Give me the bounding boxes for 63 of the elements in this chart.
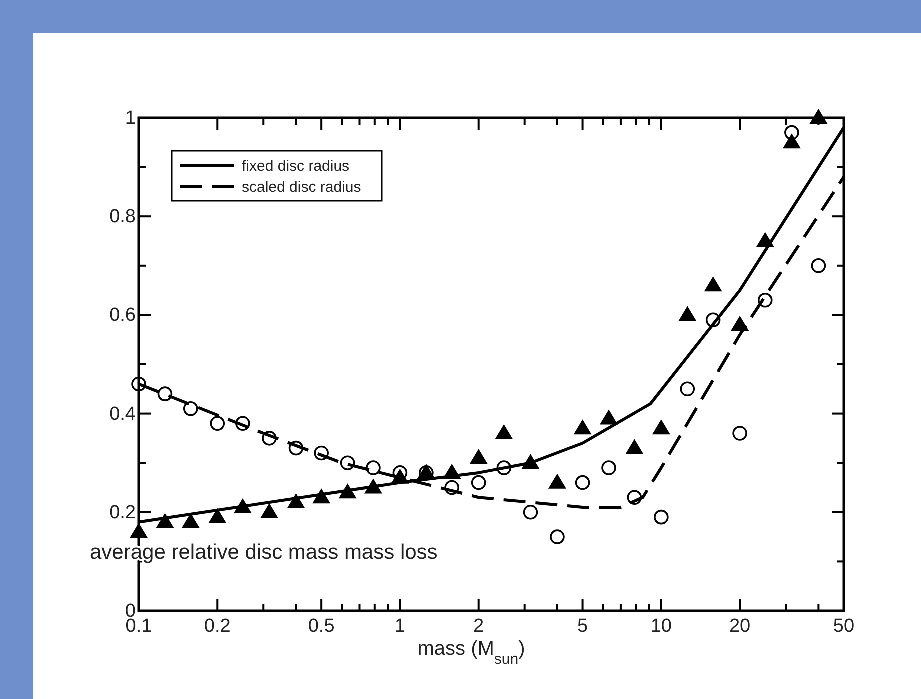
- point: [470, 449, 488, 464]
- point: [704, 276, 722, 292]
- x-tick-label: 10: [650, 616, 672, 637]
- x-tick-label: 5: [578, 616, 588, 637]
- point: [262, 431, 277, 446]
- point: [340, 456, 356, 470]
- point: [444, 480, 460, 496]
- x-tick-label: 0.2: [204, 616, 231, 637]
- point: [210, 416, 226, 432]
- legend-label: scaled disc radius: [242, 179, 362, 196]
- point: [654, 510, 669, 525]
- point: [496, 460, 512, 476]
- point: [156, 513, 174, 528]
- point: [574, 420, 592, 435]
- point: [158, 386, 173, 402]
- point: [731, 316, 750, 332]
- x-tick-label: 1: [394, 616, 406, 637]
- point: [678, 306, 697, 322]
- point: [443, 464, 462, 479]
- y-tick-label: 0.8: [110, 206, 136, 228]
- point: [495, 424, 514, 440]
- point: [236, 416, 250, 432]
- point: [602, 460, 616, 476]
- point: [234, 498, 252, 514]
- x-tick-label: 0.5: [308, 616, 335, 637]
- point: [366, 460, 381, 476]
- point: [312, 488, 331, 504]
- x-axis-title: mass (M$_{sun}$): [418, 638, 526, 668]
- point: [706, 312, 721, 328]
- point: [575, 475, 590, 490]
- point: [471, 475, 486, 490]
- point: [288, 440, 304, 456]
- x-tick-label: 50: [833, 616, 855, 637]
- point: [260, 503, 279, 518]
- point: [811, 258, 826, 274]
- point: [626, 439, 644, 454]
- x-tick-label: 2: [474, 616, 484, 637]
- point: [680, 382, 696, 397]
- y-tick-label: 0.4: [110, 404, 136, 425]
- x-tick-label: 20: [729, 616, 751, 637]
- point: [208, 508, 227, 524]
- legend-label: fixed disc radius: [242, 158, 350, 175]
- point: [183, 401, 198, 416]
- point: [548, 474, 566, 489]
- point: [364, 478, 382, 494]
- point: [287, 494, 306, 509]
- point: [550, 530, 565, 544]
- point: [782, 134, 801, 149]
- y-tick-label: 1: [125, 108, 136, 129]
- point: [338, 484, 357, 499]
- point: [784, 125, 800, 140]
- point: [132, 376, 146, 392]
- y-tick-label: 0.2: [110, 502, 136, 524]
- point: [652, 420, 670, 435]
- point: [732, 426, 748, 441]
- point: [522, 454, 540, 470]
- y-tick-label: 0.6: [110, 305, 136, 326]
- point: [523, 505, 538, 520]
- point: [600, 410, 618, 425]
- point: [627, 490, 642, 506]
- point: [314, 446, 329, 461]
- point: [756, 232, 774, 248]
- point: [758, 293, 773, 308]
